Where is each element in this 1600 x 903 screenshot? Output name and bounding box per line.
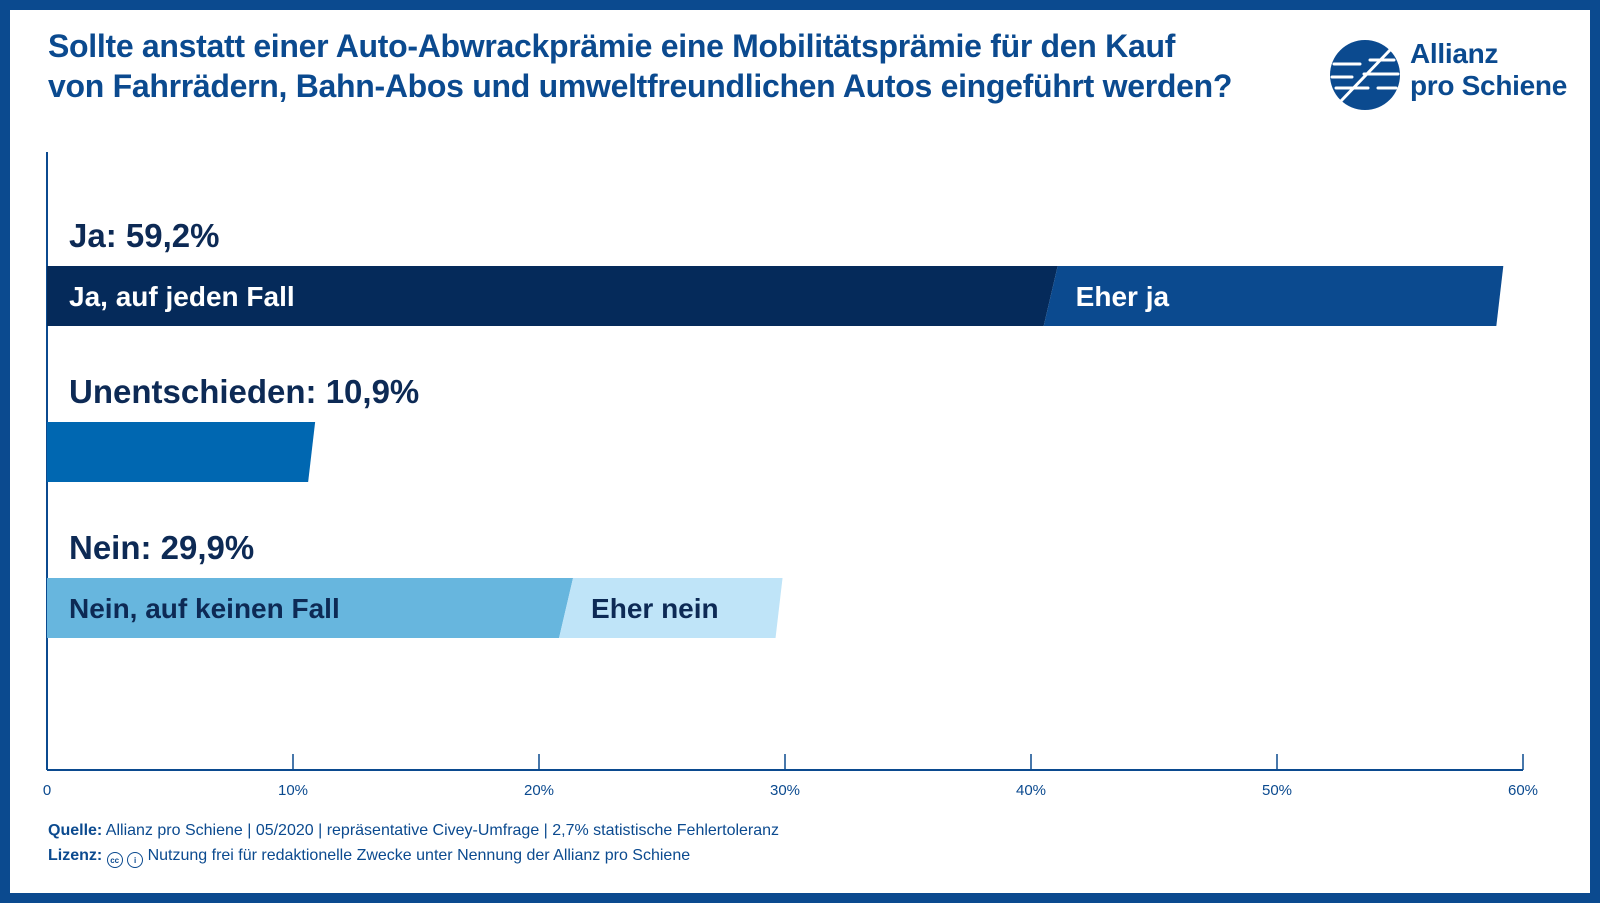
footer: Quelle: Allianz pro Schiene | 05/2020 | … — [48, 818, 779, 868]
chart-title-line-2: von Fahrrädern, Bahn-Abos und umweltfreu… — [48, 68, 1233, 104]
attribution-icon: i — [127, 852, 144, 868]
license-line: Lizenz: cc i Nutzung frei für redaktione… — [48, 843, 779, 868]
logo-rail-lines-icon — [1330, 48, 1400, 104]
x-tick-label: 40% — [1016, 782, 1046, 799]
chart-title: Sollte anstatt einer Auto-Abwrackprämie … — [48, 26, 1288, 106]
license-text: Nutzung frei für redaktionelle Zwecke un… — [147, 847, 691, 864]
chart-title-line-1: Sollte anstatt einer Auto-Abwrackprämie … — [48, 28, 1176, 64]
stacked-bar-chart: 0 10% 20% 30% 40% 50% 60% Ja: 59,2% Ja, auf jede… — [43, 152, 1538, 799]
bar-segment-label: Eher ja — [1076, 281, 1170, 312]
bar-segment-label: Ja, auf jeden Fall — [69, 281, 295, 312]
x-tick-label: 50% — [1262, 782, 1292, 799]
source-text: Allianz pro Schiene | 05/2020 | repräsen… — [105, 822, 780, 839]
x-tick-label: 0 — [43, 782, 51, 799]
bar-segment — [1043, 266, 1504, 326]
source-line: Quelle: Allianz pro Schiene | 05/2020 | … — [48, 818, 779, 843]
x-tick-label: 10% — [278, 782, 308, 799]
bar-segment — [559, 578, 783, 638]
group-label: Ja: 59,2% — [69, 217, 219, 254]
x-tick-label: 20% — [524, 782, 554, 799]
allianz-pro-schiene-logo — [1330, 40, 1400, 110]
creative-commons-icon: cc — [106, 852, 123, 868]
logo-wordmark: Allianz pro Schiene — [1410, 38, 1567, 102]
bar-segment-label: Nein, auf keinen Fall — [69, 593, 340, 624]
license-key: Lizenz: — [48, 847, 103, 864]
logo-wordmark-line-1: Allianz — [1410, 38, 1499, 69]
group-label: Nein: 29,9% — [69, 529, 254, 566]
source-key: Quelle: — [48, 822, 103, 839]
bar-segment — [47, 578, 574, 638]
bar-segment — [47, 266, 1058, 326]
bar-segment — [47, 422, 316, 482]
group-label: Unentschieden: 10,9% — [69, 373, 419, 410]
x-tick-label: 30% — [770, 782, 800, 799]
bar-segment-label: Eher nein — [591, 593, 719, 624]
infographic-frame: Sollte anstatt einer Auto-Abwrackprämie … — [10, 10, 1590, 893]
x-tick-label: 60% — [1508, 782, 1538, 799]
logo-wordmark-line-2: pro Schiene — [1410, 70, 1567, 101]
